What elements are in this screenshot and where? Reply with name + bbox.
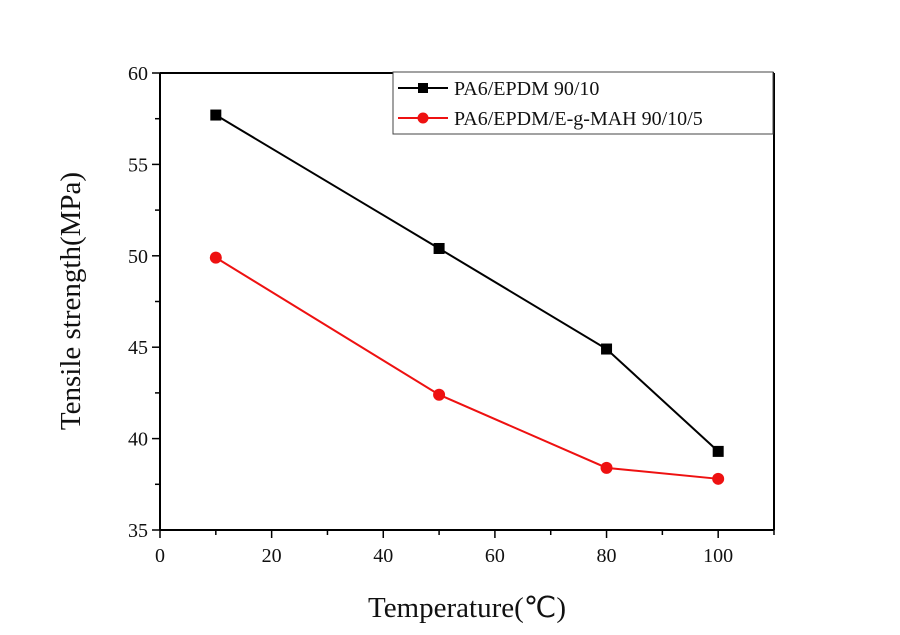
series-layer (209, 109, 725, 485)
series-1 (209, 251, 725, 485)
data-point-square (601, 343, 613, 355)
x-tick-label: 80 (597, 545, 617, 567)
legend-marker-circle (417, 112, 429, 124)
legend-label-0: PA6/EPDM 90/10 (454, 78, 599, 100)
legend-item-0: PA6/EPDM 90/10 (398, 78, 599, 100)
series-line-0 (215, 114, 719, 453)
y-tick-label: 35 (128, 520, 148, 542)
x-tick-label: 60 (485, 545, 505, 567)
legend-item-1: PA6/EPDM/E-g-MAH 90/10/5 (398, 108, 703, 130)
series-line-1 (215, 256, 719, 480)
y-tick-label: 50 (128, 246, 148, 268)
x-tick-label: 40 (373, 545, 393, 567)
x-ticks: 0 20 40 60 80 100 (155, 530, 775, 567)
legend-label-1: PA6/EPDM/E-g-MAH 90/10/5 (454, 108, 703, 130)
data-point-square (433, 242, 445, 254)
series-0 (210, 109, 724, 457)
x-tick-label: 100 (703, 545, 733, 567)
data-point-circle (712, 472, 725, 485)
y-tick-label: 45 (128, 337, 148, 359)
y-tick-label: 55 (128, 154, 148, 176)
x-axis-title: Temperature(℃) (368, 592, 566, 624)
data-point-circle (600, 461, 613, 474)
data-point-circle (433, 388, 446, 401)
axes (159, 72, 775, 531)
legend-marker-square (418, 83, 428, 93)
legend: PA6/EPDM 90/10 PA6/EPDM/E-g-MAH 90/10/5 (392, 71, 774, 135)
x-tick-label: 0 (155, 545, 165, 567)
data-point-square (712, 445, 724, 457)
y-tick-label: 60 (128, 63, 148, 85)
y-ticks: 35 40 45 50 55 60 (128, 63, 160, 542)
legend-box (392, 71, 774, 135)
data-point-square (210, 109, 222, 121)
y-tick-label: 40 (128, 429, 148, 451)
data-point-circle (209, 251, 222, 264)
x-tick-label: 20 (262, 545, 282, 567)
y-axis-title: Tensile strength(MPa) (55, 172, 87, 430)
